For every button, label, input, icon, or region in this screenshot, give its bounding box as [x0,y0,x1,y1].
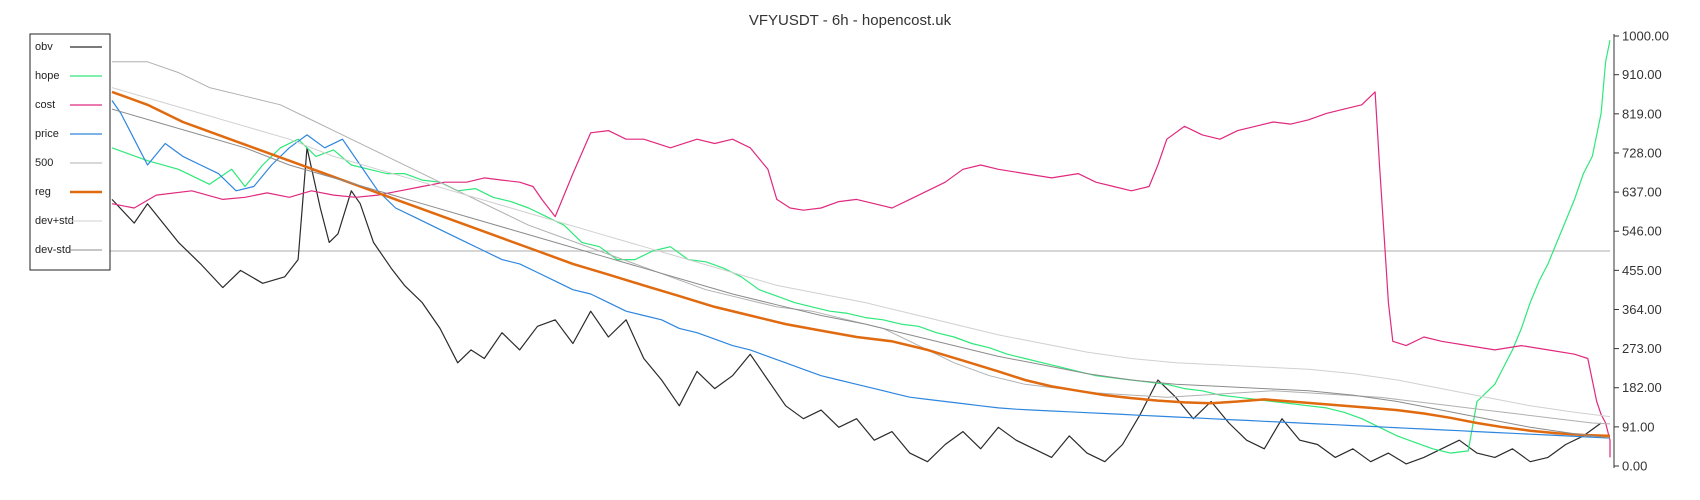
chart-title: VFYUSDT - 6h - hopencost.uk [749,12,952,29]
y-tick-label: 182.00 [1622,380,1662,395]
y-tick-label: 364.00 [1622,302,1662,317]
series-line-obv [111,147,1602,465]
series-line-reg [111,90,1611,438]
legend-label: dev-std [35,244,71,256]
legend-label: cost [35,99,55,111]
y-axis: 0.00 91.00 182.00 273.00 364.00 455.00 546.00 6… [1613,29,1669,474]
y-tick-label: 0.00 [1622,459,1647,474]
series-group [111,40,1611,465]
y-tick-label: 728.00 [1622,145,1662,160]
series-line-cost [111,91,1611,458]
y-tick-label: 273.00 [1622,341,1662,356]
y-tick-label: 91.00 [1622,419,1655,434]
y-tick-label: 819.00 [1622,106,1662,121]
legend-label: 500 [35,157,53,169]
y-tick-label: 546.00 [1622,224,1662,239]
legend-label: obv [35,41,53,53]
legend-box [29,33,111,271]
series-line-dev-std [111,87,1611,418]
legend-label: dev+std [35,215,74,227]
y-tick-label: 1000.00 [1622,29,1669,44]
y-tick-label: 637.00 [1622,185,1662,200]
y-tick-label: 910.00 [1622,67,1662,82]
legend-label: reg [35,186,51,198]
legend: obv hope cost price 500 reg dev+std dev-std [29,33,111,271]
series-line-price [111,100,1611,439]
legend-label: hope [35,70,59,82]
y-tick-label: 455.00 [1622,263,1662,278]
series-line-dev-std [111,108,1611,439]
series-line-500 [112,61,1611,425]
series-line-hope [111,40,1611,454]
legend-label: price [35,128,59,140]
